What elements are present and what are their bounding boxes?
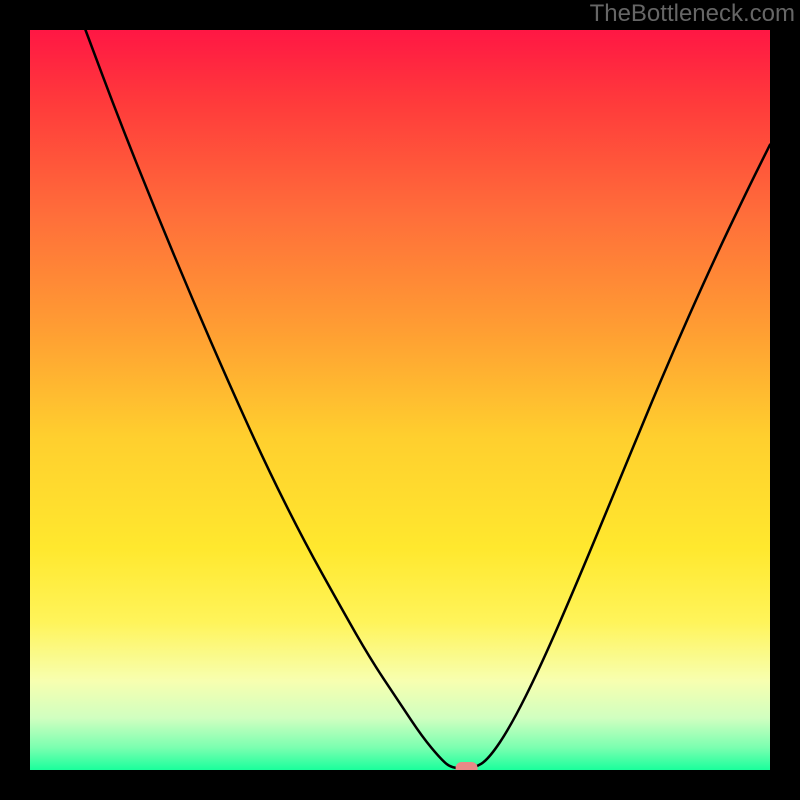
bottleneck-chart bbox=[0, 0, 800, 800]
watermark-text: TheBottleneck.com bbox=[590, 0, 795, 28]
chart-stage: TheBottleneck.com bbox=[0, 0, 800, 800]
frame-right bbox=[770, 0, 800, 800]
frame-bottom bbox=[0, 770, 800, 800]
plot-background bbox=[30, 30, 770, 770]
frame-left bbox=[0, 0, 30, 800]
